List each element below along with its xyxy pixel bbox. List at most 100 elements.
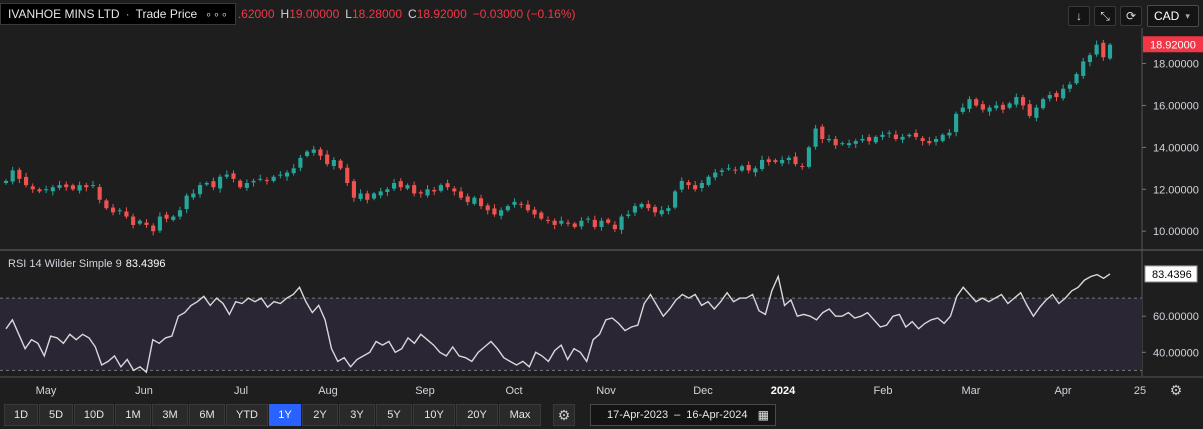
candle-body [1041,99,1046,109]
more-options-icon[interactable]: ∘∘∘ [205,8,229,21]
candle-body [579,220,584,227]
candle-body [391,183,397,189]
axis-settings-gear-icon[interactable]: ⚙ [1169,381,1183,398]
expand-icon[interactable]: ⤡ [1094,6,1116,26]
timeframe-button-max[interactable]: Max [499,404,541,426]
date-range-dash: – [674,409,681,421]
candle-body [559,220,564,224]
candle-body [612,224,617,230]
candle-body [204,183,209,185]
candle-body [485,205,490,211]
candle-body [773,160,778,163]
candle-body [967,99,972,109]
candle-body [519,203,524,205]
candle-body [64,184,69,188]
candle-body [358,193,363,199]
candle-body [432,189,437,192]
timeframe-button-10y[interactable]: 10Y [413,404,455,426]
candle-body [659,210,664,215]
candle-body [264,180,270,182]
candle-body [800,166,805,168]
settings-gear-icon[interactable]: ⚙ [553,404,575,426]
candle-body [244,183,249,188]
timeframe-button-1d[interactable]: 1D [4,404,38,426]
candle-body [305,151,310,156]
candle-body [679,180,684,190]
rsi-band [0,298,1142,371]
timeframe-button-20y[interactable]: 20Y [456,404,498,426]
candle-body [980,104,985,110]
candle-body [70,185,75,190]
timeframe-button-6m[interactable]: 6M [189,404,225,426]
candle-body [927,141,932,144]
currency-select[interactable]: CAD ▾ [1147,5,1199,27]
candle-body [84,185,89,188]
rsi-last-tag [1144,265,1198,283]
timeframe-button-3m[interactable]: 3M [152,404,188,426]
download-icon[interactable]: ↓ [1068,6,1090,26]
candle-body [512,201,517,205]
timeframe-button-ytd[interactable]: YTD [226,404,268,426]
candle-body [887,132,892,134]
candle-body [780,159,785,164]
candle-body [853,141,858,144]
candle-body [425,189,430,196]
candle-body [746,164,751,171]
candle-body [318,149,323,156]
candle-body [251,180,256,183]
timeframe-button-1y[interactable]: 1Y [269,404,301,426]
candle-body [846,143,852,146]
timeframe-button-3y[interactable]: 3Y [339,404,375,426]
candle-body [739,166,745,171]
candle-body [652,206,658,213]
candle-body [867,137,872,142]
timeframe-button-5y[interactable]: 5Y [376,404,412,426]
calendar-icon[interactable]: ▦ [757,408,769,422]
candle-body [753,168,758,173]
candle-body [505,206,510,211]
candle-body [23,176,29,186]
rsi-value: 83.4396 [125,258,166,270]
timeframe-button-10d[interactable]: 10D [74,404,114,426]
timeframe-button-5d[interactable]: 5D [39,404,73,426]
candle-body [940,134,945,141]
candle-body [298,157,303,168]
date-from: 17-Apr-2023 [607,409,669,421]
candle-body [532,209,537,215]
timeframe-button-1m[interactable]: 1M [115,404,151,426]
candle-body [1101,42,1106,58]
candle-body [539,212,544,219]
price-tick-label: 10.00000 [1153,226,1199,238]
candle-body [191,193,196,198]
candle-body [1020,97,1026,106]
time-tick-label: 25 [1134,385,1146,397]
last-price-label: 18.92000 [1150,39,1196,51]
candle-body [706,176,711,185]
candle-body [17,169,22,179]
candle-body [184,195,189,210]
time-tick-label: May [36,385,57,397]
candle-body [10,170,15,182]
candle-body [766,159,771,163]
candle-body [719,170,725,172]
time-tick-label: Oct [505,385,522,397]
candle-body [271,176,276,181]
rsi-legend: RSI 14 Wilder Simple 9 83.4396 [8,258,165,270]
candle-body [218,176,223,189]
candle-body [499,210,504,216]
time-tick-label: Dec [693,385,713,397]
candle-body [325,154,330,165]
candle-body [860,139,865,141]
chevron-down-icon: ▾ [1185,10,1190,21]
timeframe-button-2y[interactable]: 2Y [302,404,338,426]
candle-body [565,222,571,224]
candle-body [378,191,383,196]
candle-body [1047,94,1052,99]
candle-body [1087,55,1093,63]
candle-body [44,189,49,191]
refresh-icon[interactable]: ⟳ [1120,6,1142,26]
date-range-picker[interactable]: 17-Apr-2023 – 16-Apr-2024 ▦ [590,404,776,426]
candle-body [50,187,55,192]
symbol-selector[interactable]: IVANHOE MINS LTD · Trade Price ∘∘∘ [0,3,236,25]
